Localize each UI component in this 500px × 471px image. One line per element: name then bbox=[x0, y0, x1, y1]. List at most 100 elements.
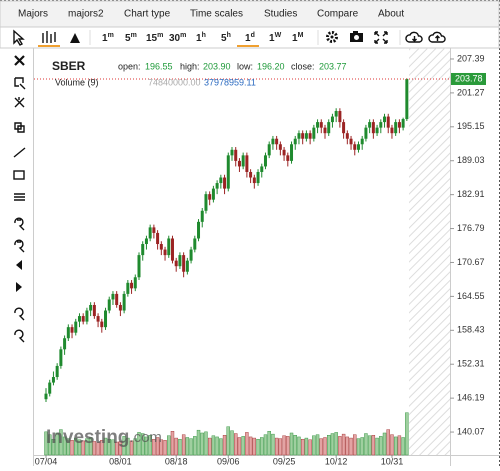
candle-body bbox=[319, 122, 323, 128]
volume-bar bbox=[55, 432, 59, 456]
interval[interactable]: 1m bbox=[102, 32, 114, 44]
volume-bar bbox=[397, 435, 402, 456]
interval[interactable]: 1W bbox=[269, 32, 282, 44]
x-tick-label: 09/25 bbox=[273, 456, 296, 466]
volume-bar bbox=[103, 437, 108, 456]
zoom-reset-tool[interactable] bbox=[14, 307, 25, 321]
volume-bar bbox=[44, 431, 48, 456]
zoom-out-tool[interactable] bbox=[14, 239, 25, 253]
legend-high-label: high: bbox=[180, 61, 200, 71]
interval[interactable]: 1d bbox=[245, 32, 255, 44]
candle-body bbox=[200, 210, 204, 222]
candle-body bbox=[89, 304, 93, 311]
zoom-in-tool[interactable] bbox=[14, 217, 25, 231]
candle-body bbox=[66, 327, 70, 339]
fullscreen-icon[interactable] bbox=[374, 31, 388, 44]
volume-bar bbox=[144, 436, 149, 456]
volume-bar bbox=[405, 412, 409, 456]
select-tool[interactable] bbox=[14, 77, 26, 90]
menu-item[interactable]: Compare bbox=[317, 9, 359, 20]
candle-body bbox=[223, 177, 227, 189]
y-tick-label: 170.67 bbox=[457, 257, 485, 267]
candle-body bbox=[81, 316, 85, 322]
interval[interactable]: 5h bbox=[221, 32, 231, 44]
volume-bar bbox=[215, 436, 219, 456]
volume-bar bbox=[300, 438, 305, 456]
x-tick-label: 08/18 bbox=[165, 456, 188, 466]
camera-icon[interactable] bbox=[350, 31, 363, 42]
interval[interactable]: 5m bbox=[125, 32, 137, 44]
settings-icon[interactable] bbox=[326, 31, 338, 43]
interval-unit: h bbox=[227, 32, 231, 39]
candle-body bbox=[130, 282, 134, 289]
candles-icon[interactable] bbox=[38, 31, 60, 47]
interval-number: 1 bbox=[245, 33, 251, 44]
volume-bar bbox=[70, 440, 74, 456]
candle-body bbox=[390, 127, 394, 134]
candle-body bbox=[189, 249, 193, 261]
candle-body bbox=[133, 277, 137, 289]
legend-volume-ma: 37978959.11 bbox=[204, 77, 256, 87]
cloud-down-icon[interactable] bbox=[405, 31, 423, 43]
cloud-up-icon[interactable] bbox=[428, 31, 446, 43]
menu-item[interactable]: Time scales bbox=[190, 9, 243, 20]
y-tick-label: 207.39 bbox=[457, 53, 485, 63]
candle-body bbox=[312, 127, 316, 139]
menu-item[interactable]: majors2 bbox=[68, 9, 104, 20]
candle-body bbox=[241, 155, 245, 167]
clone-tool[interactable] bbox=[14, 122, 25, 133]
zoom-fit-tool[interactable] bbox=[14, 329, 25, 343]
candle-body bbox=[379, 122, 383, 128]
candle-body bbox=[85, 310, 89, 322]
candle-body bbox=[356, 144, 360, 150]
volume-bar bbox=[345, 436, 350, 456]
menu-item[interactable]: Majors bbox=[18, 9, 48, 20]
fib-tool[interactable] bbox=[14, 193, 25, 201]
volume-bar bbox=[330, 433, 335, 456]
volume-bar bbox=[81, 440, 85, 456]
candle-body bbox=[364, 127, 368, 139]
watermark-main: Investing bbox=[46, 427, 129, 448]
x-tick-label: 09/06 bbox=[217, 456, 240, 466]
volume-bar bbox=[401, 437, 405, 456]
candle-body bbox=[100, 321, 104, 328]
volume-bar bbox=[390, 434, 394, 456]
volume-bar bbox=[196, 429, 201, 456]
candle-body bbox=[249, 171, 253, 178]
volume-bar bbox=[245, 432, 249, 456]
close-tool[interactable] bbox=[14, 55, 25, 66]
candle-body bbox=[275, 138, 279, 145]
cursor-icon[interactable] bbox=[13, 29, 25, 46]
candle-body bbox=[252, 177, 256, 184]
candle-body bbox=[256, 171, 260, 184]
rect-tool[interactable] bbox=[13, 170, 25, 180]
volume-bar bbox=[62, 436, 67, 456]
y-tick-label: 176.79 bbox=[457, 223, 485, 233]
scroll-right-tool[interactable] bbox=[16, 282, 22, 292]
candle-body bbox=[70, 327, 74, 333]
interval[interactable]: 1h bbox=[196, 32, 206, 44]
line-tool[interactable] bbox=[13, 147, 26, 158]
scroll-left-tool[interactable] bbox=[16, 260, 22, 270]
candle-body bbox=[297, 133, 301, 139]
y-tick-label: 201.27 bbox=[457, 87, 485, 97]
area-icon[interactable] bbox=[70, 33, 80, 43]
candle-body bbox=[152, 227, 156, 233]
candle-body bbox=[230, 149, 234, 156]
interval[interactable]: 15m bbox=[146, 32, 163, 44]
volume-bar bbox=[174, 437, 178, 456]
interval[interactable]: 1M bbox=[292, 32, 304, 44]
candle-body bbox=[330, 116, 334, 123]
volume-bar bbox=[312, 435, 316, 456]
menu-item[interactable]: About bbox=[378, 9, 404, 20]
x-tick-label: 10/12 bbox=[325, 456, 348, 466]
menu-item[interactable]: Studies bbox=[264, 9, 297, 20]
volume-bar bbox=[193, 436, 197, 456]
cross-tool[interactable] bbox=[14, 97, 25, 108]
menu-item[interactable]: Chart type bbox=[124, 9, 171, 20]
candle-body bbox=[226, 155, 230, 189]
volume-bar bbox=[297, 436, 301, 456]
volume-bar bbox=[252, 437, 257, 456]
interval[interactable]: 30m bbox=[169, 32, 186, 44]
